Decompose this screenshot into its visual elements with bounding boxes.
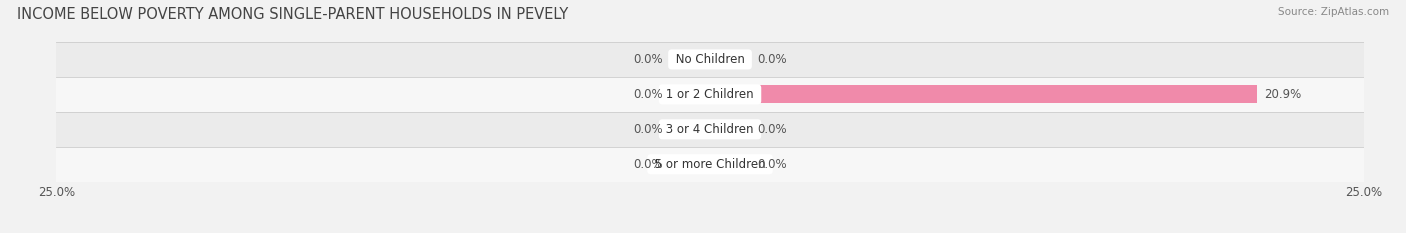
- Text: 0.0%: 0.0%: [633, 158, 664, 171]
- Bar: [56, 77, 1364, 112]
- Bar: [56, 42, 1364, 77]
- Bar: [710, 155, 749, 173]
- Text: 1 or 2 Children: 1 or 2 Children: [662, 88, 758, 101]
- Text: 0.0%: 0.0%: [756, 158, 787, 171]
- Text: 0.0%: 0.0%: [633, 88, 664, 101]
- Text: 0.0%: 0.0%: [633, 123, 664, 136]
- Bar: [671, 155, 710, 173]
- Bar: [710, 50, 749, 69]
- Bar: [56, 112, 1364, 147]
- Bar: [671, 85, 710, 103]
- Text: 0.0%: 0.0%: [633, 53, 664, 66]
- Text: 20.9%: 20.9%: [1264, 88, 1302, 101]
- Text: Source: ZipAtlas.com: Source: ZipAtlas.com: [1278, 7, 1389, 17]
- Bar: [671, 120, 710, 138]
- Bar: [56, 147, 1364, 182]
- Text: 0.0%: 0.0%: [756, 53, 787, 66]
- Text: No Children: No Children: [672, 53, 748, 66]
- Bar: [671, 50, 710, 69]
- Text: 3 or 4 Children: 3 or 4 Children: [662, 123, 758, 136]
- Text: 0.0%: 0.0%: [756, 123, 787, 136]
- Text: 5 or more Children: 5 or more Children: [651, 158, 769, 171]
- Text: INCOME BELOW POVERTY AMONG SINGLE-PARENT HOUSEHOLDS IN PEVELY: INCOME BELOW POVERTY AMONG SINGLE-PARENT…: [17, 7, 568, 22]
- Bar: [710, 85, 1257, 103]
- Bar: [710, 120, 749, 138]
